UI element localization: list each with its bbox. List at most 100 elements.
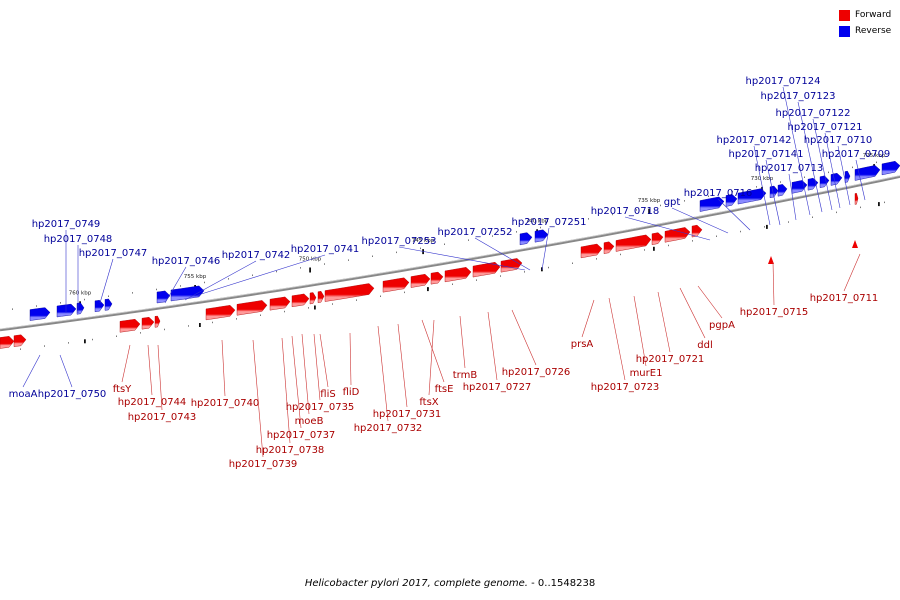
reverse-gene-label: hp2017_07251: [512, 217, 587, 228]
minor-tick-upper: [180, 285, 181, 287]
leader-line-forward: [421, 319, 445, 383]
genome-axis: [0, 175, 900, 332]
minor-tick-upper: [468, 239, 469, 241]
gene-arrow-forward: [13, 334, 27, 347]
leader-line-forward: [301, 333, 310, 415]
forward-gene-label: hp2017_0721: [636, 354, 705, 365]
minor-tick-upper: [420, 247, 421, 250]
forward-gene-label: pgpA: [709, 320, 735, 331]
leader-line-reverse: [398, 246, 526, 271]
leader-line-forward: [291, 335, 302, 429]
leader-line-forward: [697, 285, 723, 319]
tick-label: 755 kbp: [184, 274, 207, 280]
leader-line-reverse: [164, 266, 187, 304]
gene-arrow-forward: [382, 277, 410, 293]
reverse-gene-label: hp2017_0710: [804, 135, 873, 146]
leader-line-forward: [313, 333, 321, 401]
minor-tick-upper: [876, 161, 877, 164]
minor-tick-upper: [756, 186, 757, 188]
leader-line-reverse: [812, 118, 833, 211]
gene-arrow-forward: [444, 267, 472, 283]
leader-line-forward: [487, 311, 498, 381]
forward-gene-label: hp2017_0743: [128, 412, 197, 423]
figure-caption: Helicobacter pylori 2017, complete genom…: [0, 578, 900, 589]
reverse-gene-label: hp2017_07124: [746, 76, 821, 87]
minor-tick-lower: [236, 318, 237, 320]
forward-gene-label: hp2017_0731: [373, 409, 442, 420]
leader-line-reverse: [824, 132, 841, 209]
forward-gene-label: trmB: [453, 370, 478, 381]
forward-gene-label: hp2017_0744: [118, 397, 187, 408]
gene-arrow-reverse: [725, 194, 738, 207]
tick-label: 725 kbp: [863, 153, 886, 159]
minor-tick-upper: [108, 295, 109, 297]
minor-tick-upper: [132, 292, 133, 294]
minor-tick-upper: [564, 222, 565, 224]
minor-tick-upper: [516, 231, 517, 233]
leader-line-reverse: [474, 237, 531, 271]
major-tick-lower: [766, 224, 768, 229]
leader-line-forward: [319, 333, 329, 388]
minor-tick-lower: [44, 345, 45, 347]
minor-tick-upper: [348, 259, 349, 261]
gene-arrow-reverse: [844, 170, 851, 183]
gene-arrow-reverse: [519, 232, 533, 246]
leader-line-forward: [221, 339, 226, 397]
minor-tick-lower: [548, 266, 549, 269]
major-tick-lower: [84, 339, 86, 344]
forward-gene-label: murE1: [630, 368, 663, 379]
leader-line-forward: [511, 309, 537, 366]
major-tick-lower: [653, 246, 655, 251]
minor-tick-upper: [588, 218, 589, 220]
minor-tick-lower: [500, 275, 501, 277]
minor-tick-lower: [284, 310, 285, 313]
gene-arrow-reverse: [534, 229, 549, 243]
leader-line-reverse: [184, 260, 257, 301]
minor-tick-upper: [36, 305, 37, 307]
minor-tick-upper: [60, 302, 61, 304]
small-gene-marker: [768, 256, 774, 264]
minor-tick-lower: [788, 221, 789, 223]
leader-line-reverse: [717, 198, 751, 231]
minor-tick-lower: [620, 253, 621, 256]
minor-tick-lower: [764, 226, 765, 228]
gene-arrow-forward: [691, 224, 703, 238]
leader-line-forward: [377, 325, 389, 422]
gene-arrow-forward: [580, 243, 603, 259]
forward-gene-label: hp2017_0735: [286, 402, 355, 413]
leader-line-reverse: [788, 173, 797, 221]
leader-line-reverse: [22, 354, 41, 388]
minor-tick-upper: [708, 195, 709, 197]
minor-tick-upper: [636, 209, 637, 211]
forward-gene-label: hp2017_0732: [354, 423, 423, 434]
leader-line-forward: [281, 337, 291, 444]
minor-tick-upper: [540, 226, 541, 229]
major-tick-lower: [427, 287, 429, 292]
gene-arrow-forward: [141, 316, 155, 330]
forward-gene-label: hp2017_0711: [810, 293, 879, 304]
leader-line-forward: [581, 299, 595, 338]
minor-tick-upper: [252, 274, 253, 276]
forward-gene-label: hp2017_0738: [256, 445, 325, 456]
minor-tick-upper: [732, 190, 733, 193]
gene-arrow-forward: [615, 234, 652, 252]
minor-tick-lower: [188, 325, 189, 327]
gene-arrow-forward: [119, 318, 141, 333]
reverse-gene-label: hp2017_0716: [684, 188, 753, 199]
forward-gene-label: prsA: [571, 339, 594, 350]
forward-gene-label: hp2017_0723: [591, 382, 660, 393]
minor-tick-lower: [668, 244, 669, 247]
leader-line-reverse: [59, 354, 73, 388]
forward-gene-label: hp2017_0737: [267, 430, 336, 441]
minor-tick-upper: [156, 288, 157, 291]
forward-gene-label: hp2017_0727: [463, 382, 532, 393]
forward-gene-label: ftsY: [113, 384, 132, 395]
leader-line-forward: [147, 344, 153, 396]
leader-line-reverse: [194, 254, 326, 297]
leader-line-forward: [608, 297, 626, 381]
leader-line-forward: [633, 295, 647, 367]
minor-tick-upper: [324, 263, 325, 265]
gene-arrow-forward: [603, 241, 615, 254]
leader-line-reverse: [99, 258, 114, 304]
